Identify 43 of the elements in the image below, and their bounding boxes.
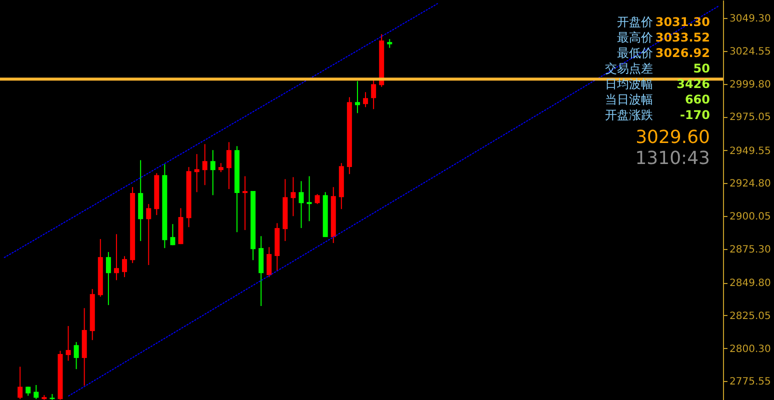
y-tick-label: 2875.30	[730, 244, 771, 256]
candlestick	[18, 366, 23, 400]
text: 当日波幅 660	[605, 92, 710, 106]
candlestick	[218, 162, 224, 173]
y-tick-label: 2849.80	[730, 278, 771, 290]
candlestick	[170, 224, 176, 246]
annotation: 1310:43	[635, 148, 710, 169]
candlestick	[298, 180, 304, 229]
candlestick	[306, 176, 312, 222]
candlestick	[34, 384, 39, 400]
candlestick	[202, 144, 208, 186]
y-tick-label: 3049.30	[730, 14, 771, 25]
candlestick	[74, 342, 79, 370]
candlestick	[226, 142, 232, 190]
annotation: 3029.60	[636, 127, 710, 148]
y-tick-label: 2900.05	[730, 212, 771, 223]
y-tick-label: 2999.80	[730, 79, 771, 90]
candlestick	[371, 80, 376, 110]
y-tick-label: 3024.55	[730, 46, 771, 58]
y-tick-label: 2975.05	[730, 112, 771, 124]
candlestick	[114, 234, 119, 281]
text: 日均波幅 3426	[605, 77, 710, 91]
candlestick	[194, 154, 200, 193]
candlestick	[26, 386, 31, 396]
y-tick-label: 2949.55	[730, 146, 771, 157]
candlestick	[66, 326, 71, 362]
candlestick	[106, 252, 111, 306]
candlestick	[146, 204, 152, 266]
candlestick	[122, 256, 128, 278]
text: 开盘涨跌 -170	[605, 108, 710, 122]
candlestick	[363, 92, 368, 108]
candlestick	[314, 194, 320, 205]
candlestick	[290, 176, 296, 217]
y-tick-label: 2775.55	[730, 376, 771, 388]
candlestick	[266, 246, 272, 278]
y-tick-label: 2924.80	[730, 178, 771, 190]
candlestick	[210, 150, 216, 196]
y-tick-label: 2825.05	[730, 310, 771, 322]
candlestick	[242, 176, 248, 231]
text: 最低价 3026.92	[617, 46, 710, 60]
text: 交易点差 50	[605, 62, 710, 76]
y-tick-label: 2800.30	[730, 344, 771, 355]
candlestick	[354, 80, 360, 114]
